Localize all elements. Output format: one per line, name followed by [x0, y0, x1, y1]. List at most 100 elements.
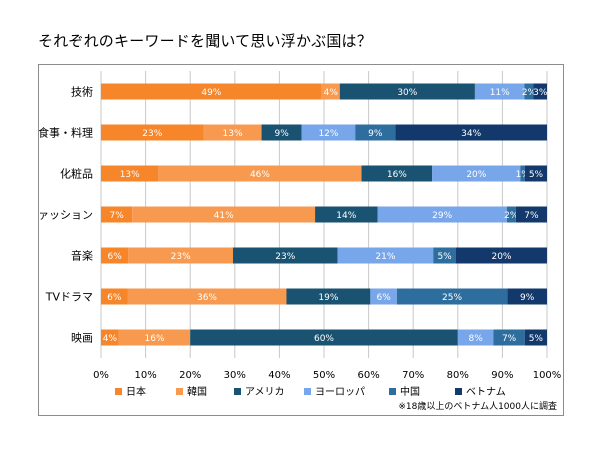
- bar-segment: [524, 165, 547, 182]
- data-label: 6%: [376, 293, 391, 303]
- x-tick-label: 20%: [179, 370, 201, 381]
- data-label: 6%: [108, 252, 123, 262]
- category-label: 化粧品: [60, 167, 93, 181]
- x-tick-label: 100%: [533, 370, 562, 381]
- data-label: 11%: [490, 88, 510, 98]
- bar-segment: [128, 247, 233, 264]
- data-label: 13%: [120, 170, 140, 180]
- bar-segment: [493, 329, 525, 346]
- data-label: 8%: [468, 334, 483, 344]
- data-label: 23%: [275, 252, 295, 262]
- bar-segment: [101, 247, 129, 264]
- bar-segment: [524, 83, 534, 100]
- x-tick-label: 40%: [268, 370, 290, 381]
- bar-segment: [395, 124, 547, 141]
- bar-segment: [337, 247, 434, 264]
- category-label: 食事・料理: [39, 126, 93, 140]
- legend-swatch: [389, 388, 396, 395]
- legend-swatch: [176, 388, 183, 395]
- data-label: 23%: [142, 129, 162, 139]
- bar-segment: [315, 206, 378, 223]
- data-label: 9%: [368, 129, 383, 139]
- x-tick-label: 70%: [402, 370, 424, 381]
- data-label: 16%: [145, 334, 165, 344]
- bar-segment: [520, 165, 525, 182]
- data-label: 30%: [397, 88, 417, 98]
- data-label: 14%: [336, 211, 356, 221]
- data-label: 9%: [274, 129, 289, 139]
- x-tick-label: 60%: [357, 370, 379, 381]
- x-tick-label: 90%: [491, 370, 513, 381]
- bar-segment: [301, 124, 356, 141]
- data-label: 19%: [318, 293, 338, 303]
- bar-segment: [101, 165, 159, 182]
- bar-segment: [321, 83, 340, 100]
- bar-segment: [127, 288, 287, 305]
- data-label: 23%: [171, 252, 191, 262]
- data-label: 6%: [107, 293, 122, 303]
- x-tick-label: 50%: [313, 370, 335, 381]
- bar-segment: [339, 83, 475, 100]
- bar-segment: [433, 247, 456, 264]
- category-label: TVドラマ: [45, 291, 93, 304]
- data-label: 60%: [314, 334, 334, 344]
- legend-label: ヨーロッパ: [315, 386, 365, 398]
- legend-label: アメリカ: [245, 386, 285, 398]
- x-tick-label: 30%: [224, 370, 246, 381]
- bar-segment: [101, 83, 322, 100]
- bar-segment: [533, 83, 547, 100]
- data-label: 4%: [324, 88, 339, 98]
- x-tick-label: 80%: [447, 370, 469, 381]
- legend-label: 日本: [126, 385, 146, 398]
- bar-segment: [286, 288, 371, 305]
- data-label: 3%: [533, 88, 548, 98]
- data-label: 9%: [520, 293, 535, 303]
- x-tick-label: 0%: [93, 370, 109, 381]
- bar-segment: [474, 83, 525, 100]
- bar-segment: [158, 165, 362, 182]
- data-label: 7%: [502, 334, 517, 344]
- data-label: 2%: [504, 211, 519, 221]
- bar-segment: [455, 247, 547, 264]
- legend-swatch: [455, 388, 462, 395]
- category-label: ファッション: [39, 209, 93, 222]
- data-label: 13%: [223, 129, 243, 139]
- bar-segment: [355, 124, 396, 141]
- data-label: 20%: [466, 170, 486, 180]
- legend-label: 韓国: [187, 386, 207, 398]
- legend-swatch: [234, 388, 241, 395]
- data-label: 20%: [491, 252, 511, 262]
- bar-segment: [432, 165, 521, 182]
- data-label: 1%: [516, 170, 531, 180]
- bar-segment: [370, 288, 397, 305]
- bar-segment: [361, 165, 433, 182]
- category-label: 技術: [71, 86, 93, 99]
- chart-frame: 技術 49% 4% 30% 11% 2% 3% 食事・料理 23% 13% 9% 12% 9% 34% 化粧…: [38, 64, 564, 416]
- bar-segment: [101, 124, 204, 141]
- data-label: 21%: [375, 252, 395, 262]
- data-label: 5%: [529, 170, 544, 180]
- data-label: 46%: [250, 170, 270, 180]
- data-label: 34%: [461, 129, 481, 139]
- bar-segment: [190, 329, 458, 346]
- x-tick-label: 10%: [134, 370, 156, 381]
- data-label: 41%: [214, 211, 234, 221]
- data-label: 5%: [437, 252, 452, 262]
- bar-segment: [132, 206, 316, 223]
- bar-segment: [507, 288, 547, 305]
- data-label: 12%: [318, 129, 338, 139]
- category-label: 映画: [71, 332, 93, 345]
- bar-segment: [101, 206, 133, 223]
- bar-segment: [457, 329, 494, 346]
- bar-segment: [506, 206, 516, 223]
- data-label: 5%: [529, 334, 544, 344]
- bar-segment: [524, 329, 547, 346]
- chart-title: それぞれのキーワードを聞いて思い浮かぶ国は？: [38, 32, 372, 50]
- bar-segment: [515, 206, 547, 223]
- category-label: 音楽: [71, 249, 93, 263]
- legend-swatch: [115, 388, 122, 395]
- bar-segment: [118, 329, 191, 346]
- data-label: 16%: [387, 170, 407, 180]
- bar-segment: [261, 124, 302, 141]
- data-label: 29%: [432, 211, 452, 221]
